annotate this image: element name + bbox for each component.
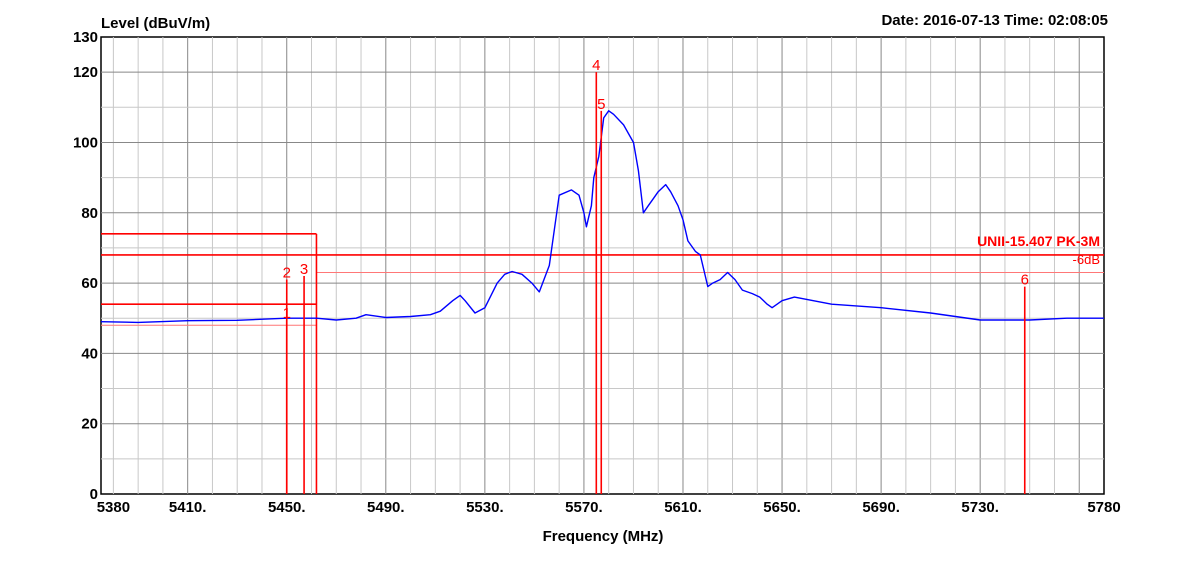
marker-label: 3 (300, 261, 308, 278)
y-tick-label: 40 (81, 345, 98, 362)
marker-label: 2 (283, 265, 291, 282)
x-tick-label: 5410. (169, 499, 207, 516)
x-tick-label: 5490. (367, 499, 405, 516)
x-tick-label: 5380 (97, 499, 130, 516)
x-tick-label: 5690. (862, 499, 900, 516)
plot-grid (100, 36, 1105, 495)
plot-frame (100, 36, 1105, 495)
x-tick-label: 5730. (961, 499, 999, 516)
y-tick-label: 130 (73, 29, 98, 46)
x-tick-label: 5450. (268, 499, 306, 516)
y-tick-label: 80 (81, 205, 98, 222)
limit-offset-label: -6dB (1073, 252, 1100, 267)
y-tick-label: 100 (73, 134, 98, 151)
y-tick-label: 60 (81, 275, 98, 292)
x-tick-label: 5780 (1087, 499, 1120, 516)
marker-label: 4 (592, 57, 600, 74)
trace-series (100, 110, 1104, 324)
marker-label: 5 (597, 96, 605, 113)
x-tick-label: 5650. (763, 499, 801, 516)
x-tick-label: 5570. (565, 499, 603, 516)
limit-label: UNII-15.407 PK-3M (977, 233, 1100, 249)
y-tick-label: 20 (81, 416, 98, 433)
x-axis-title: Frequency (MHz) (543, 528, 664, 545)
marker-group: 123456 (283, 57, 1029, 494)
trace-line (100, 110, 1104, 324)
y-axis-title: Level (dBuV/m) (101, 15, 210, 32)
y-tick-label: 0 (90, 486, 98, 503)
limit-lines (101, 233, 1104, 494)
x-tick-label: 5610. (664, 499, 702, 516)
marker-label: 6 (1021, 272, 1029, 289)
y-tick-label: 120 (73, 64, 98, 81)
timestamp: Date: 2016-07-13 Time: 02:08:05 (881, 12, 1108, 29)
axis-ticks: 5380 5410. 5450. 5490. 5530. 5570. 5610. 5650. 5… (73, 29, 1121, 516)
x-tick-label: 5530. (466, 499, 504, 516)
